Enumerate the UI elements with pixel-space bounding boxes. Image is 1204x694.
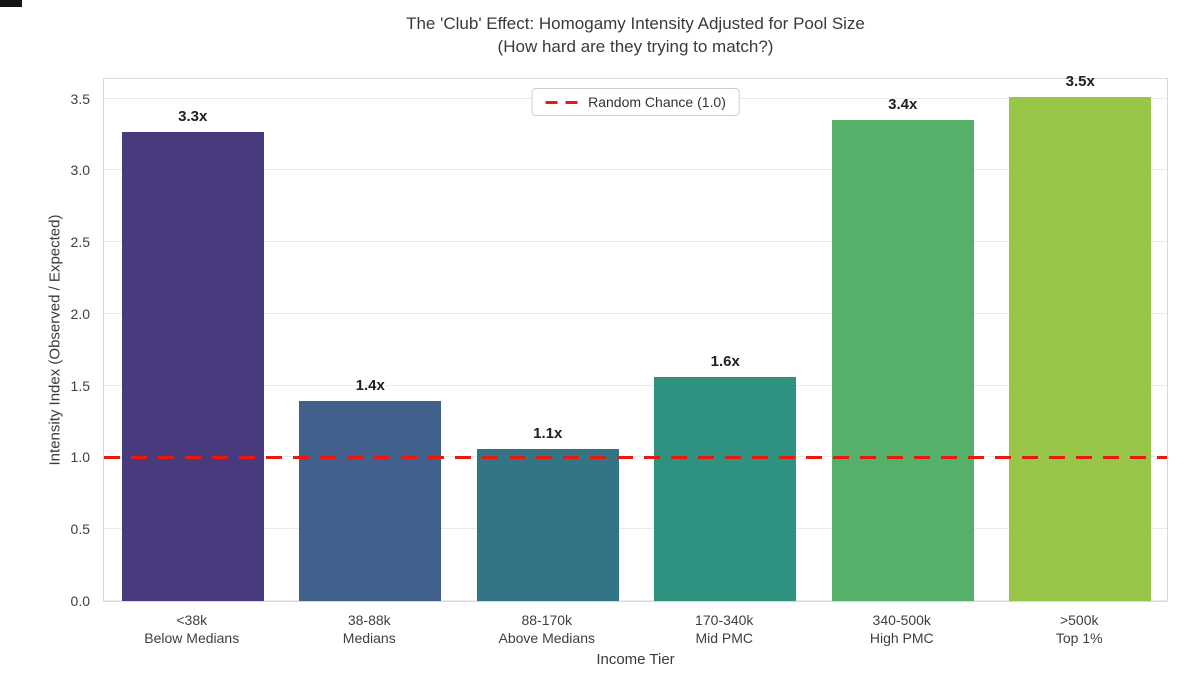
y-axis-label: Intensity Index (Observed / Expected) — [46, 214, 64, 466]
bar — [1009, 97, 1152, 601]
x-tick-range: 88-170k — [521, 612, 573, 628]
gridline — [104, 169, 1167, 171]
x-tick-label: <38k Below Medians — [103, 611, 281, 647]
bar-value-label: 1.4x — [355, 377, 385, 395]
x-tick-label: 340-500k High PMC — [813, 611, 991, 647]
x-axis-label: Income Tier — [596, 651, 675, 668]
x-tick-tier-name: Above Medians — [498, 630, 595, 646]
bar — [476, 448, 619, 601]
bar — [654, 377, 797, 601]
bar-value-label: 3.3x — [178, 107, 208, 125]
chart-title-block: The 'Club' Effect: Homogamy Intensity Ad… — [103, 12, 1168, 58]
y-tick-label: 3.0 — [70, 162, 90, 179]
red-dashed-line-icon — [545, 100, 578, 104]
bar — [121, 131, 264, 601]
gridline — [104, 312, 1167, 314]
x-tick-label: >500k Top 1% — [991, 611, 1169, 647]
x-tick-range: >500k — [1059, 612, 1099, 628]
gridline — [104, 384, 1167, 386]
x-tick-label: 38-88k Medians — [281, 611, 459, 647]
y-tick-label: 0.5 — [70, 521, 90, 538]
gridline — [104, 600, 1167, 601]
chart-title: The 'Club' Effect: Homogamy Intensity Ad… — [406, 14, 865, 33]
y-tick-label: 0.0 — [70, 593, 90, 609]
plot-area: Random Chance (1.0) 3.3x 1.4x 1.1x 1.6x 3.4x… — [103, 73, 1168, 602]
x-tick-tier-name: Below Medians — [144, 630, 240, 646]
x-tick-range: 340-500k — [872, 612, 931, 628]
bar — [831, 120, 974, 601]
gridline — [104, 241, 1167, 243]
x-tick-tier-name: Top 1% — [1055, 630, 1103, 646]
y-tick-label: 1.0 — [70, 449, 90, 466]
screenshot-corner-artifact — [0, 0, 22, 7]
y-tick-label: 2.5 — [70, 234, 90, 251]
y-tick-label: 2.0 — [70, 305, 90, 322]
bar-value-label: 3.5x — [1065, 73, 1095, 91]
x-tick-tier-name: High PMC — [869, 630, 934, 646]
bar — [299, 401, 442, 601]
x-tick-label: 170-340k Mid PMC — [636, 611, 814, 647]
x-tick-range: 170-340k — [695, 612, 754, 628]
x-tick-label: 88-170k Above Medians — [458, 611, 636, 647]
x-tick-tier-name: Mid PMC — [695, 630, 754, 646]
x-tick-tier-name: Medians — [342, 630, 396, 646]
y-tick-label: 1.5 — [70, 377, 90, 394]
x-tick-range: <38k — [176, 612, 208, 628]
reference-line — [104, 456, 1167, 460]
bar-value-label: 3.4x — [888, 96, 918, 114]
legend-label: Random Chance (1.0) — [588, 94, 726, 110]
legend: Random Chance (1.0) — [531, 88, 740, 116]
gridline — [104, 528, 1167, 530]
chart-subtitle: (How hard are they trying to match?) — [497, 37, 774, 56]
y-tick-label: 3.5 — [70, 90, 90, 107]
bar-value-label: 1.6x — [710, 353, 740, 371]
bar-value-label: 1.1x — [533, 424, 563, 442]
x-tick-range: 38-88k — [347, 612, 391, 628]
